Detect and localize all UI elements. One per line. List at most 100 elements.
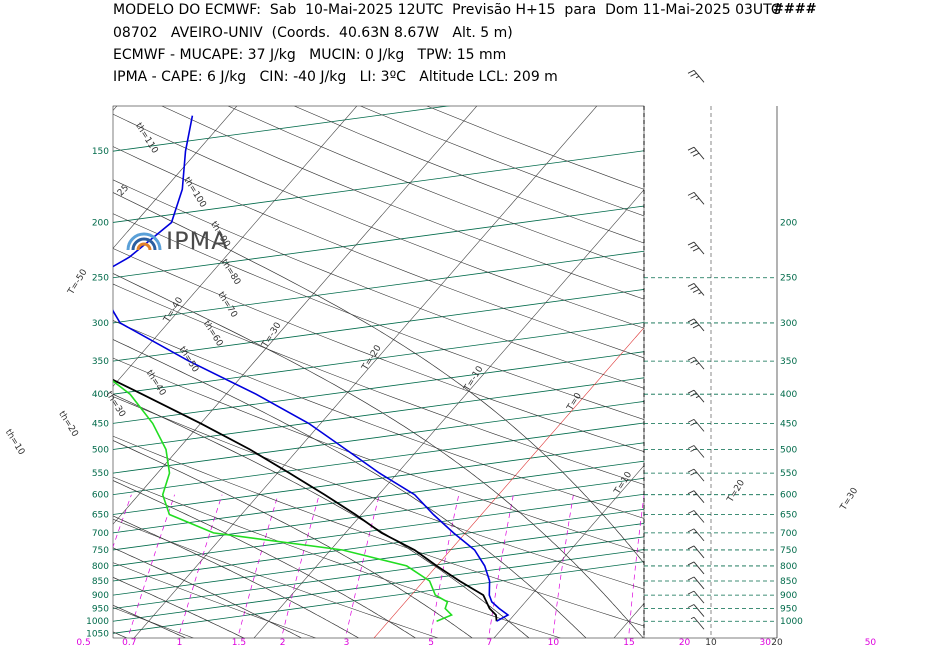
isobar-line [113, 351, 644, 424]
isobar-line [113, 322, 644, 395]
mixing-ratio-line [238, 494, 279, 634]
pressure-label-left: 150 [92, 147, 109, 157]
isobar-line [113, 442, 644, 515]
pressure-label-left: 950 [92, 605, 109, 615]
wind-barb [687, 356, 705, 370]
mixing-ratio-label: 15 [623, 638, 634, 648]
mixing-ratio-label: 2 [280, 638, 286, 648]
wind-barb [687, 191, 705, 205]
moist-adiabat-line [113, 393, 530, 638]
wind-barb [687, 528, 705, 542]
isobar-line [113, 561, 644, 634]
wind-barb-feather [687, 528, 695, 533]
station-info: 08702 AVEIRO-UNIV (Coords. 40.63N 8.67W … [113, 25, 513, 41]
dry-adiabat-line [113, 320, 644, 519]
header-mark: #### [773, 2, 817, 17]
isotherm-label: T=-40 [162, 295, 186, 325]
wind-barb-feather [690, 149, 697, 154]
pressure-label-left: 1050 [86, 629, 109, 639]
dry-adiabat-line [113, 518, 439, 638]
wind-barb-feather [690, 359, 697, 364]
wind-barb-feather [687, 389, 695, 394]
isotherm-label: T=20 [725, 478, 747, 505]
theta-label: th=20 [56, 410, 80, 439]
isobar-line [113, 401, 644, 474]
wind-barb [687, 418, 705, 432]
isotherm-line [133, 106, 598, 638]
wind-barb-feather [692, 289, 700, 293]
pressure-label-left: 250 [92, 274, 109, 284]
wind-barb-feather [687, 241, 695, 246]
wind-barb-staff [693, 604, 705, 617]
pressure-label-right: 500 [780, 445, 797, 455]
wind-barb-feather [690, 286, 697, 290]
mixing-ratio-line [346, 494, 380, 634]
mixing-ratio-line [765, 495, 771, 634]
pressure-label-left: 800 [92, 562, 109, 572]
dry-adiabat-line [113, 248, 644, 452]
wind-barb-feather [687, 604, 695, 608]
pressure-label-left: 750 [92, 546, 109, 556]
wind-barb [687, 241, 705, 255]
wind-barb-feather [687, 318, 695, 323]
wind-barb [687, 490, 705, 503]
wind-barb-feather [687, 283, 695, 287]
dry-adiabat-line [113, 113, 644, 329]
wind-barb-half-feather [693, 531, 697, 534]
dry-adiabat-line [360, 106, 644, 217]
wind-barb-feather [690, 321, 697, 326]
moist-adiabat-line [113, 192, 644, 564]
wind-barb-half-feather [690, 616, 695, 620]
wind-barb-staff [693, 419, 705, 432]
dry-adiabat-line [294, 106, 644, 244]
wind-axis-label: 10 [705, 638, 717, 648]
wind-barb-feather [687, 545, 695, 550]
dry-adiabat-line [0, 106, 71, 638]
pressure-label-right: 1000 [780, 617, 803, 627]
wind-barb-feather [692, 247, 700, 252]
wind-barb-half-feather [693, 493, 697, 496]
wind-barb-feather [687, 356, 695, 361]
wind-barb-half-feather [695, 362, 700, 366]
isotherm-line [373, 327, 644, 638]
isotherm-label: T=10 [612, 470, 634, 497]
pressure-label-left: 550 [92, 469, 109, 479]
wind-barb [687, 389, 705, 403]
moist-adiabat-line [113, 440, 473, 638]
mixing-ratio-line [179, 494, 223, 634]
theta-label: th=10 [3, 428, 27, 457]
isotherm-line [253, 189, 644, 638]
parcel-curve [113, 378, 498, 622]
mixing-ratio-line [282, 494, 320, 634]
wind-barb-feather [690, 421, 697, 426]
pressure-label-right: 900 [780, 591, 797, 601]
wind-barb-feather [692, 324, 700, 329]
isotherm-line [113, 106, 358, 387]
mixing-ratio-label: 50 [865, 638, 877, 648]
pressure-label-left: 500 [92, 445, 109, 455]
pressure-label-right: 650 [780, 510, 797, 520]
wind-barb [687, 445, 705, 458]
mixing-ratio-label: 20 [679, 638, 691, 648]
mixing-ratio-label: 3 [344, 638, 350, 648]
ipma-logo-icon [126, 232, 162, 251]
pressure-label-right: 700 [780, 529, 797, 539]
pressure-label-left: 900 [92, 591, 109, 601]
wind-barb-staff [693, 528, 705, 542]
isotherm-line [854, 106, 940, 638]
pressure-label-left: 600 [92, 491, 109, 501]
pressure-label-right: 750 [780, 546, 797, 556]
theta-label: th=40 [144, 368, 168, 397]
mixing-ratio-label: 0.5 [76, 638, 90, 648]
pressure-label-right: 350 [780, 357, 797, 367]
wind-barb [690, 616, 705, 630]
wind-barb-half-feather [695, 75, 700, 79]
pressure-label-left: 350 [92, 357, 109, 367]
wind-barb-half-feather [698, 292, 702, 295]
wind-barb-staff [693, 616, 705, 630]
mixing-ratio-label: 5 [428, 638, 434, 648]
isotherm-line [113, 106, 238, 249]
mixing-ratio-line [488, 494, 514, 634]
moist-adiabat-line [113, 339, 587, 638]
pressure-label-right: 200 [780, 218, 797, 228]
